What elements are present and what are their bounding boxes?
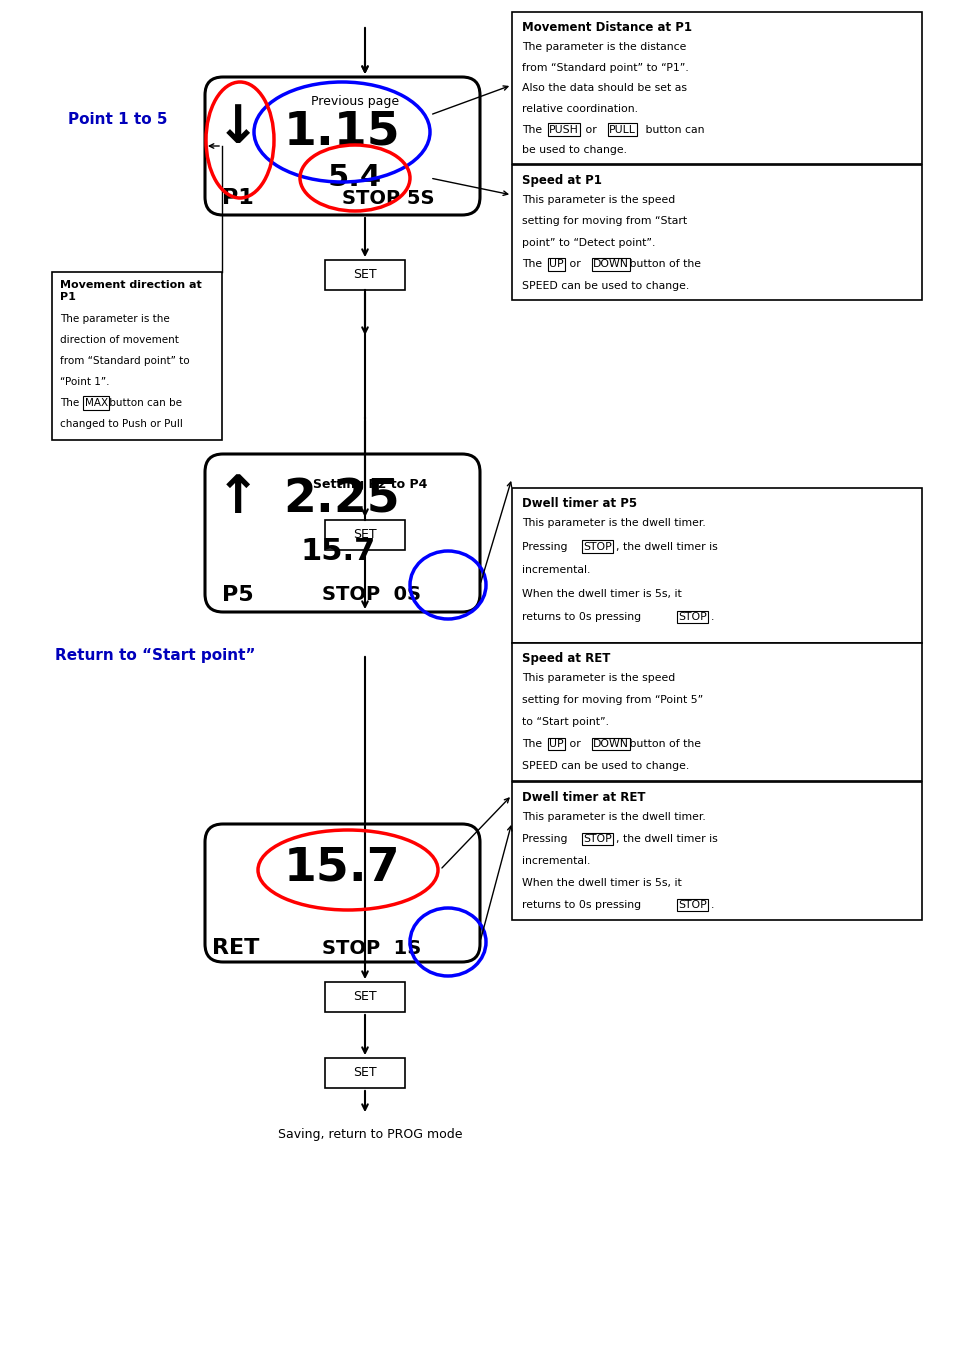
Text: This parameter is the dwell timer.: This parameter is the dwell timer. bbox=[521, 518, 705, 528]
Text: SET: SET bbox=[353, 528, 376, 541]
Text: Return to “Start point”: Return to “Start point” bbox=[55, 648, 255, 663]
FancyBboxPatch shape bbox=[205, 454, 479, 612]
Bar bbox=[512, 643, 921, 782]
Text: When the dwell timer is 5s, it: When the dwell timer is 5s, it bbox=[521, 878, 681, 888]
Bar bbox=[325, 520, 405, 549]
Text: direction of movement: direction of movement bbox=[60, 335, 179, 346]
Text: DOWN: DOWN bbox=[592, 259, 628, 269]
Text: 15.7: 15.7 bbox=[300, 537, 375, 567]
Text: Dwell timer at RET: Dwell timer at RET bbox=[521, 791, 645, 805]
Text: STOP: STOP bbox=[582, 834, 611, 844]
FancyBboxPatch shape bbox=[205, 824, 479, 963]
Text: 2.25: 2.25 bbox=[283, 478, 400, 522]
Text: button can: button can bbox=[641, 124, 703, 135]
Text: or: or bbox=[565, 259, 583, 269]
Text: ↑: ↑ bbox=[215, 472, 260, 524]
Text: STOP: STOP bbox=[678, 900, 706, 910]
Bar bbox=[512, 12, 921, 163]
Text: The parameter is the distance: The parameter is the distance bbox=[521, 42, 685, 53]
Text: The: The bbox=[521, 738, 545, 749]
Text: SPEED can be used to change.: SPEED can be used to change. bbox=[521, 761, 688, 771]
Text: Pressing: Pressing bbox=[521, 541, 571, 552]
Text: Pressing: Pressing bbox=[521, 834, 571, 844]
Text: This parameter is the speed: This parameter is the speed bbox=[521, 674, 675, 683]
Text: The: The bbox=[521, 259, 545, 269]
Text: SET: SET bbox=[353, 991, 376, 1003]
Text: incremental.: incremental. bbox=[521, 856, 590, 865]
Bar bbox=[325, 261, 405, 290]
Text: SPEED can be used to change.: SPEED can be used to change. bbox=[521, 281, 688, 290]
Text: This parameter is the dwell timer.: This parameter is the dwell timer. bbox=[521, 811, 705, 822]
Text: 15.7: 15.7 bbox=[283, 845, 400, 891]
Text: STOP  0S: STOP 0S bbox=[322, 586, 421, 605]
Text: P5: P5 bbox=[222, 585, 253, 605]
Text: , the dwell timer is: , the dwell timer is bbox=[616, 541, 717, 552]
Text: SET: SET bbox=[353, 1066, 376, 1080]
Text: Movement Distance at P1: Movement Distance at P1 bbox=[521, 22, 691, 34]
Text: point” to “Detect point”.: point” to “Detect point”. bbox=[521, 238, 655, 248]
Text: PUSH: PUSH bbox=[549, 124, 578, 135]
Bar bbox=[325, 981, 405, 1012]
Text: When the dwell timer is 5s, it: When the dwell timer is 5s, it bbox=[521, 589, 681, 598]
FancyBboxPatch shape bbox=[205, 77, 479, 215]
Text: from “Standard point” to: from “Standard point” to bbox=[60, 356, 190, 366]
Text: SET: SET bbox=[353, 269, 376, 282]
Text: button can be: button can be bbox=[107, 398, 182, 408]
Text: returns to 0s pressing: returns to 0s pressing bbox=[521, 900, 644, 910]
Text: from “Standard point” to “P1”.: from “Standard point” to “P1”. bbox=[521, 62, 688, 73]
Text: relative coordination.: relative coordination. bbox=[521, 104, 638, 113]
Text: 1.15: 1.15 bbox=[283, 109, 400, 154]
Text: Saving, return to PROG mode: Saving, return to PROG mode bbox=[277, 1129, 462, 1141]
Bar bbox=[512, 487, 921, 643]
Text: be used to change.: be used to change. bbox=[521, 146, 626, 155]
Text: The parameter is the: The parameter is the bbox=[60, 315, 170, 324]
Bar bbox=[325, 1058, 405, 1088]
Text: STOP  1S: STOP 1S bbox=[322, 938, 421, 957]
Text: , the dwell timer is: , the dwell timer is bbox=[616, 834, 717, 844]
Text: Speed at RET: Speed at RET bbox=[521, 652, 610, 666]
Text: STOP: STOP bbox=[582, 541, 611, 552]
Text: or: or bbox=[581, 124, 599, 135]
Text: Movement direction at
P1: Movement direction at P1 bbox=[60, 279, 201, 302]
Text: Point 1 to 5: Point 1 to 5 bbox=[68, 112, 168, 127]
Text: STOP: STOP bbox=[678, 612, 706, 622]
Text: .: . bbox=[710, 900, 714, 910]
Text: The: The bbox=[60, 398, 82, 408]
Bar bbox=[512, 782, 921, 919]
Text: MAX: MAX bbox=[85, 398, 108, 408]
Text: button of the: button of the bbox=[625, 259, 700, 269]
Text: Dwell timer at P5: Dwell timer at P5 bbox=[521, 497, 637, 510]
Text: .: . bbox=[710, 612, 714, 622]
Bar bbox=[512, 165, 921, 300]
Text: setting for moving from “Start: setting for moving from “Start bbox=[521, 216, 686, 227]
Text: Speed at P1: Speed at P1 bbox=[521, 174, 601, 188]
Text: UP: UP bbox=[549, 259, 563, 269]
Text: Also the data should be set as: Also the data should be set as bbox=[521, 84, 686, 93]
Text: to “Start point”.: to “Start point”. bbox=[521, 717, 608, 728]
Text: RET: RET bbox=[212, 938, 259, 958]
Text: ↓: ↓ bbox=[215, 103, 260, 154]
Bar bbox=[52, 271, 222, 440]
Text: 5.4: 5.4 bbox=[328, 162, 381, 192]
Text: incremental.: incremental. bbox=[521, 566, 590, 575]
Text: returns to 0s pressing: returns to 0s pressing bbox=[521, 612, 644, 622]
Text: The: The bbox=[521, 124, 545, 135]
Text: PULL: PULL bbox=[609, 124, 636, 135]
Text: STOP 5S: STOP 5S bbox=[341, 189, 434, 208]
Text: setting for moving from “Point 5”: setting for moving from “Point 5” bbox=[521, 695, 702, 705]
Text: Previous page: Previous page bbox=[311, 95, 398, 108]
Text: Setting P2 to P4: Setting P2 to P4 bbox=[313, 478, 427, 491]
Text: “Point 1”.: “Point 1”. bbox=[60, 377, 110, 387]
Text: UP: UP bbox=[549, 738, 563, 749]
Text: button of the: button of the bbox=[625, 738, 700, 749]
Text: P1: P1 bbox=[222, 188, 253, 208]
Text: This parameter is the speed: This parameter is the speed bbox=[521, 194, 675, 205]
Text: changed to Push or Pull: changed to Push or Pull bbox=[60, 418, 183, 429]
Text: DOWN: DOWN bbox=[592, 738, 628, 749]
Text: or: or bbox=[565, 738, 583, 749]
